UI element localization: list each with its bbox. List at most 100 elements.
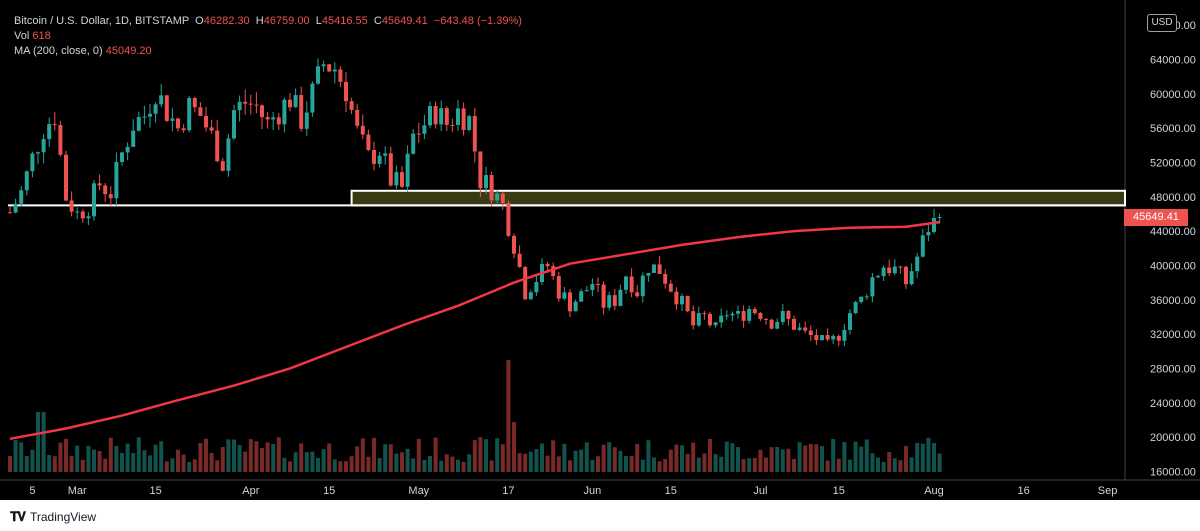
- candle-body: [640, 275, 645, 297]
- x-tick-label: 17: [502, 485, 514, 497]
- volume-bar: [568, 460, 572, 472]
- candle-body: [467, 116, 472, 131]
- volume-bar: [668, 449, 673, 472]
- candle-body: [719, 315, 724, 323]
- candle-body: [500, 193, 505, 204]
- x-tick-label: 16: [1017, 485, 1029, 497]
- candle-body: [58, 125, 63, 155]
- candle-body: [30, 153, 35, 172]
- volume-bar: [484, 439, 488, 472]
- volume-bar: [786, 448, 791, 472]
- volume-bar: [411, 458, 416, 472]
- volume-bar: [540, 443, 544, 472]
- candle-body: [226, 138, 231, 171]
- candle-body: [120, 152, 124, 163]
- brand-name: TradingView: [30, 510, 97, 524]
- low-value: 45416.55: [321, 15, 368, 27]
- candle-body: [730, 313, 735, 316]
- tradingview-logo: 𝐓𝐕 TradingView: [10, 509, 96, 525]
- candle-body: [601, 284, 606, 308]
- candle-body: [282, 99, 287, 125]
- candle-body: [108, 194, 113, 199]
- candle-body: [52, 124, 57, 126]
- volume-bar: [19, 442, 24, 472]
- volume-bar: [506, 360, 511, 472]
- y-tick-label: 20000.00: [1150, 432, 1196, 444]
- volume-bar: [904, 445, 908, 472]
- candle-body: [523, 267, 528, 300]
- candle-body: [344, 81, 348, 102]
- volume-bar: [220, 446, 225, 472]
- volume-bar: [108, 437, 113, 472]
- candle-body: [708, 313, 712, 326]
- candle-body: [310, 83, 315, 113]
- volume-bar: [836, 458, 841, 472]
- volume-bar: [797, 442, 802, 472]
- x-tick-label: 5: [29, 485, 35, 497]
- candle-body: [685, 295, 690, 312]
- chart-area[interactable]: 16000.00 20000.00 24000.00 28000.00 32000.00…: [0, 0, 1200, 500]
- candle-body: [19, 190, 24, 204]
- y-tick-label: 56000.00: [1150, 123, 1196, 135]
- volume-bar: [226, 439, 231, 472]
- currency-badge[interactable]: USD: [1147, 14, 1177, 32]
- candle-body: [366, 134, 371, 151]
- candle-body: [8, 212, 12, 214]
- candle-body: [534, 282, 539, 293]
- y-tick-label: 48000.00: [1150, 192, 1196, 204]
- volume-bar: [170, 458, 175, 472]
- volume-bar: [937, 453, 942, 472]
- candle-body: [484, 175, 488, 189]
- ohlc-row: Bitcoin / U.S. Dollar, 1D, BITSTAMP O462…: [14, 14, 522, 29]
- volume-bar: [405, 448, 410, 472]
- volume-bar: [416, 438, 421, 472]
- candle-body: [243, 101, 248, 104]
- volume-bar: [450, 456, 455, 472]
- y-tick-label: 60000.00: [1150, 89, 1196, 101]
- volume-bar: [192, 459, 197, 472]
- candle-body: [596, 284, 600, 286]
- volume-bar: [814, 444, 819, 472]
- volume-bar: [360, 438, 365, 472]
- y-tick-label: 32000.00: [1150, 329, 1196, 341]
- price-chart[interactable]: 16000.00 20000.00 24000.00 28000.00 32000.00…: [0, 0, 1200, 500]
- candle-body: [237, 101, 242, 111]
- candle-body: [512, 235, 516, 254]
- volume-value: 618: [32, 30, 51, 42]
- candle-body: [629, 276, 634, 293]
- volume-bar: [176, 449, 180, 472]
- candle-body: [864, 296, 869, 298]
- candle-body: [702, 313, 707, 315]
- high-label: H: [255, 15, 264, 27]
- candle-body: [691, 311, 696, 326]
- volume-bar: [338, 461, 343, 472]
- volume-bar: [881, 461, 886, 472]
- volume-bar: [316, 457, 320, 472]
- volume-bar: [265, 442, 270, 472]
- candle-body: [842, 329, 847, 341]
- volume-bar: [724, 441, 729, 472]
- candle-body: [265, 117, 270, 120]
- candle-body: [187, 97, 192, 131]
- candle-body: [204, 115, 208, 128]
- candle-body: [388, 153, 393, 186]
- candle-body: [383, 153, 388, 156]
- ma-row: MA (200, close, 0) 45049.20: [14, 44, 522, 59]
- volume-bar: [215, 460, 220, 472]
- volume-bar: [691, 442, 696, 472]
- x-tick-label: May: [408, 485, 429, 497]
- volume-bar: [327, 443, 332, 472]
- volume-bar: [551, 440, 556, 472]
- volume-bar: [640, 459, 645, 472]
- volume-bar: [820, 446, 824, 472]
- candle-body: [304, 112, 309, 129]
- volume-bar: [92, 449, 96, 472]
- candle-body: [674, 291, 679, 305]
- candle-body: [136, 117, 141, 131]
- volume-bar: [187, 461, 192, 472]
- volume-bar: [198, 443, 203, 472]
- volume-bar: [915, 442, 920, 472]
- volume-bar: [573, 450, 578, 472]
- candle-body: [456, 108, 460, 126]
- volume-bar: [674, 444, 679, 472]
